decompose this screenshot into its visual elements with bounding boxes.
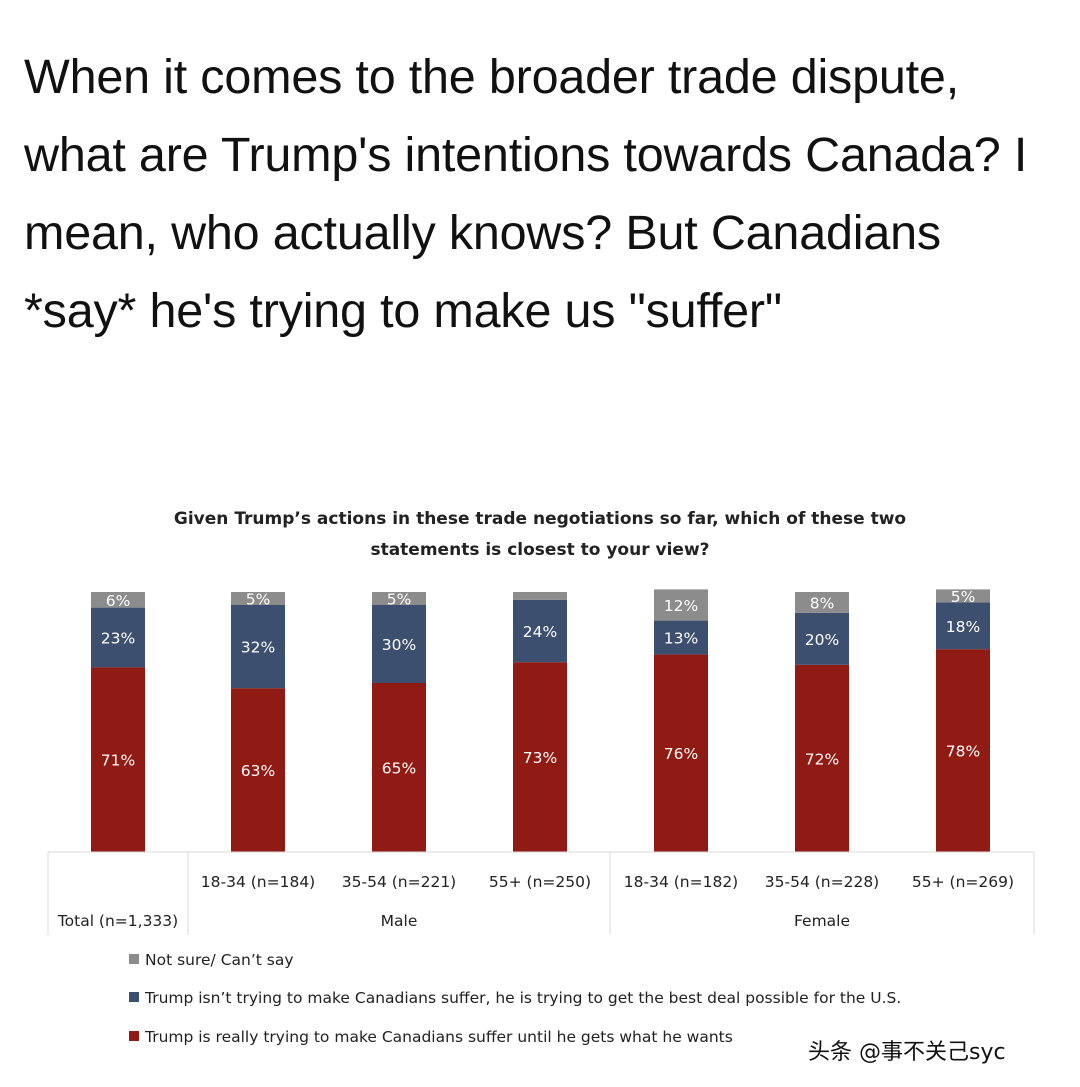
bar-segment: [231, 605, 285, 689]
x-group-label: Female: [794, 912, 850, 930]
bar-data-label: 73%: [523, 749, 557, 767]
x-tick-label: 55+ (n=269): [912, 873, 1014, 891]
x-tick-label: 35-54 (n=221): [342, 873, 456, 891]
x-tick-label: 55+ (n=250): [489, 873, 591, 891]
bar-segment: [795, 592, 849, 613]
legend-entry: Not sure/ Can’t say: [145, 951, 294, 969]
bar-segment: [795, 612, 849, 665]
bar-segment: [91, 667, 145, 852]
bar-data-label: 6%: [106, 592, 131, 610]
x-group-label: Male: [381, 912, 418, 930]
legend-swatch: [129, 954, 139, 964]
bar-segment: [91, 592, 145, 608]
chart-bars: 71% 23% 6% 63% 32% 5% 65% 30% 5% 73% 24% 76% 13% 12% 7…: [91, 588, 990, 852]
chart-legend: Not sure/ Can’t say Trump isn’t trying to…: [129, 951, 901, 1046]
bar-data-label: 12%: [664, 597, 698, 615]
x-tick-label: Total (n=1,333): [57, 912, 178, 930]
bar-segment: [513, 592, 567, 600]
bar-segment: [795, 664, 849, 852]
bar-segment: [936, 602, 990, 650]
bar-segment: [654, 589, 708, 621]
bar-segment: [231, 592, 285, 605]
bar-data-label: 32%: [241, 639, 275, 657]
legend-swatch: [129, 992, 139, 1002]
bar-data-label: 71%: [101, 752, 135, 770]
headline: When it comes to the broader trade dispu…: [24, 50, 1028, 338]
x-tick-label: 18-34 (n=184): [201, 873, 315, 891]
chart-title-line: Given Trump’s actions in these trade neg…: [174, 509, 906, 529]
bar-data-label: 65%: [382, 760, 416, 778]
bar-segment: [91, 607, 145, 668]
bar-segment: [372, 605, 426, 683]
bar-segment: [513, 662, 567, 852]
bar-data-label: 63%: [241, 762, 275, 780]
bar-data-label: 76%: [664, 745, 698, 763]
legend-swatch: [129, 1031, 139, 1041]
bar-data-label: 5%: [951, 588, 976, 606]
bar-data-label: 8%: [810, 594, 835, 612]
bar-data-label: 5%: [387, 591, 412, 609]
bar-data-label: 20%: [805, 631, 839, 649]
bar-data-label: 13%: [664, 630, 698, 648]
bar-data-label: 18%: [946, 618, 980, 636]
bar-segment: [936, 589, 990, 603]
bar-segment: [372, 683, 426, 852]
bar-segment: [231, 688, 285, 852]
x-tick-label: 35-54 (n=228): [765, 873, 879, 891]
chart-title-line: statements is closest to your view?: [370, 540, 709, 560]
bar-data-label: 5%: [246, 591, 271, 609]
bar-segment: [372, 592, 426, 605]
bar-segment: [513, 599, 567, 663]
chart-axis: Total (n=1,333) 18-34 (n=184) 35-54 (n=221…: [47, 851, 1035, 935]
bar-data-label: 30%: [382, 636, 416, 654]
bar-data-label: 23%: [101, 630, 135, 648]
bar-segment: [936, 649, 990, 852]
bar-segment: [654, 654, 708, 852]
bar-data-label: 24%: [523, 623, 557, 641]
bar-segment: [654, 620, 708, 655]
watermark: 头条 @事不关己syc: [808, 1040, 1006, 1065]
x-tick-label: 18-34 (n=182): [624, 873, 738, 891]
bar-data-label: 72%: [805, 750, 839, 768]
legend-entry: Trump isn’t trying to make Canadians suf…: [144, 989, 901, 1007]
bar-data-label: 78%: [946, 743, 980, 761]
legend-entry: Trump is really trying to make Canadians…: [144, 1028, 733, 1046]
chart-title: Given Trump’s actions in these trade neg…: [174, 509, 906, 560]
